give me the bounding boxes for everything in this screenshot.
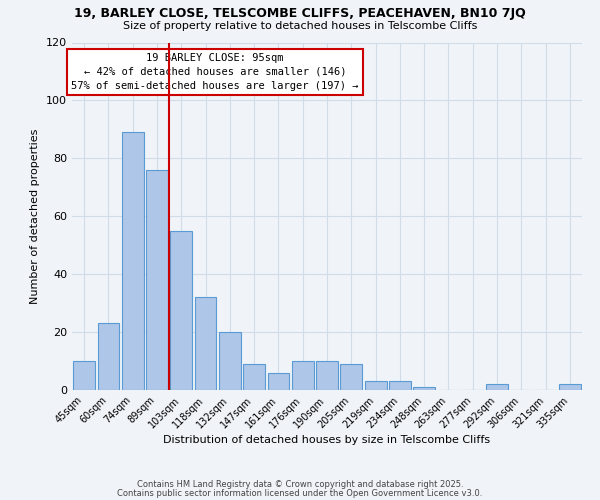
Bar [73, 361, 95, 390]
Bar [243, 364, 265, 390]
Bar [194, 298, 217, 390]
Text: 19, BARLEY CLOSE, TELSCOMBE CLIFFS, PEACEHAVEN, BN10 7JQ: 19, BARLEY CLOSE, TELSCOMBE CLIFFS, PEAC… [74, 8, 526, 20]
Text: Contains public sector information licensed under the Open Government Licence v3: Contains public sector information licen… [118, 488, 482, 498]
Bar [559, 384, 581, 390]
Bar [146, 170, 168, 390]
Bar [413, 387, 435, 390]
Text: 19 BARLEY CLOSE: 95sqm
← 42% of detached houses are smaller (146)
57% of semi-de: 19 BARLEY CLOSE: 95sqm ← 42% of detached… [71, 53, 359, 91]
Bar [97, 324, 119, 390]
Text: Size of property relative to detached houses in Telscombe Cliffs: Size of property relative to detached ho… [123, 21, 477, 31]
Bar [268, 372, 289, 390]
Y-axis label: Number of detached properties: Number of detached properties [31, 128, 40, 304]
Bar [122, 132, 143, 390]
Bar [219, 332, 241, 390]
Bar [316, 361, 338, 390]
Bar [292, 361, 314, 390]
Bar [486, 384, 508, 390]
Bar [365, 382, 386, 390]
Bar [170, 230, 192, 390]
X-axis label: Distribution of detached houses by size in Telscombe Cliffs: Distribution of detached houses by size … [163, 436, 491, 446]
Bar [389, 382, 411, 390]
Text: Contains HM Land Registry data © Crown copyright and database right 2025.: Contains HM Land Registry data © Crown c… [137, 480, 463, 489]
Bar [340, 364, 362, 390]
